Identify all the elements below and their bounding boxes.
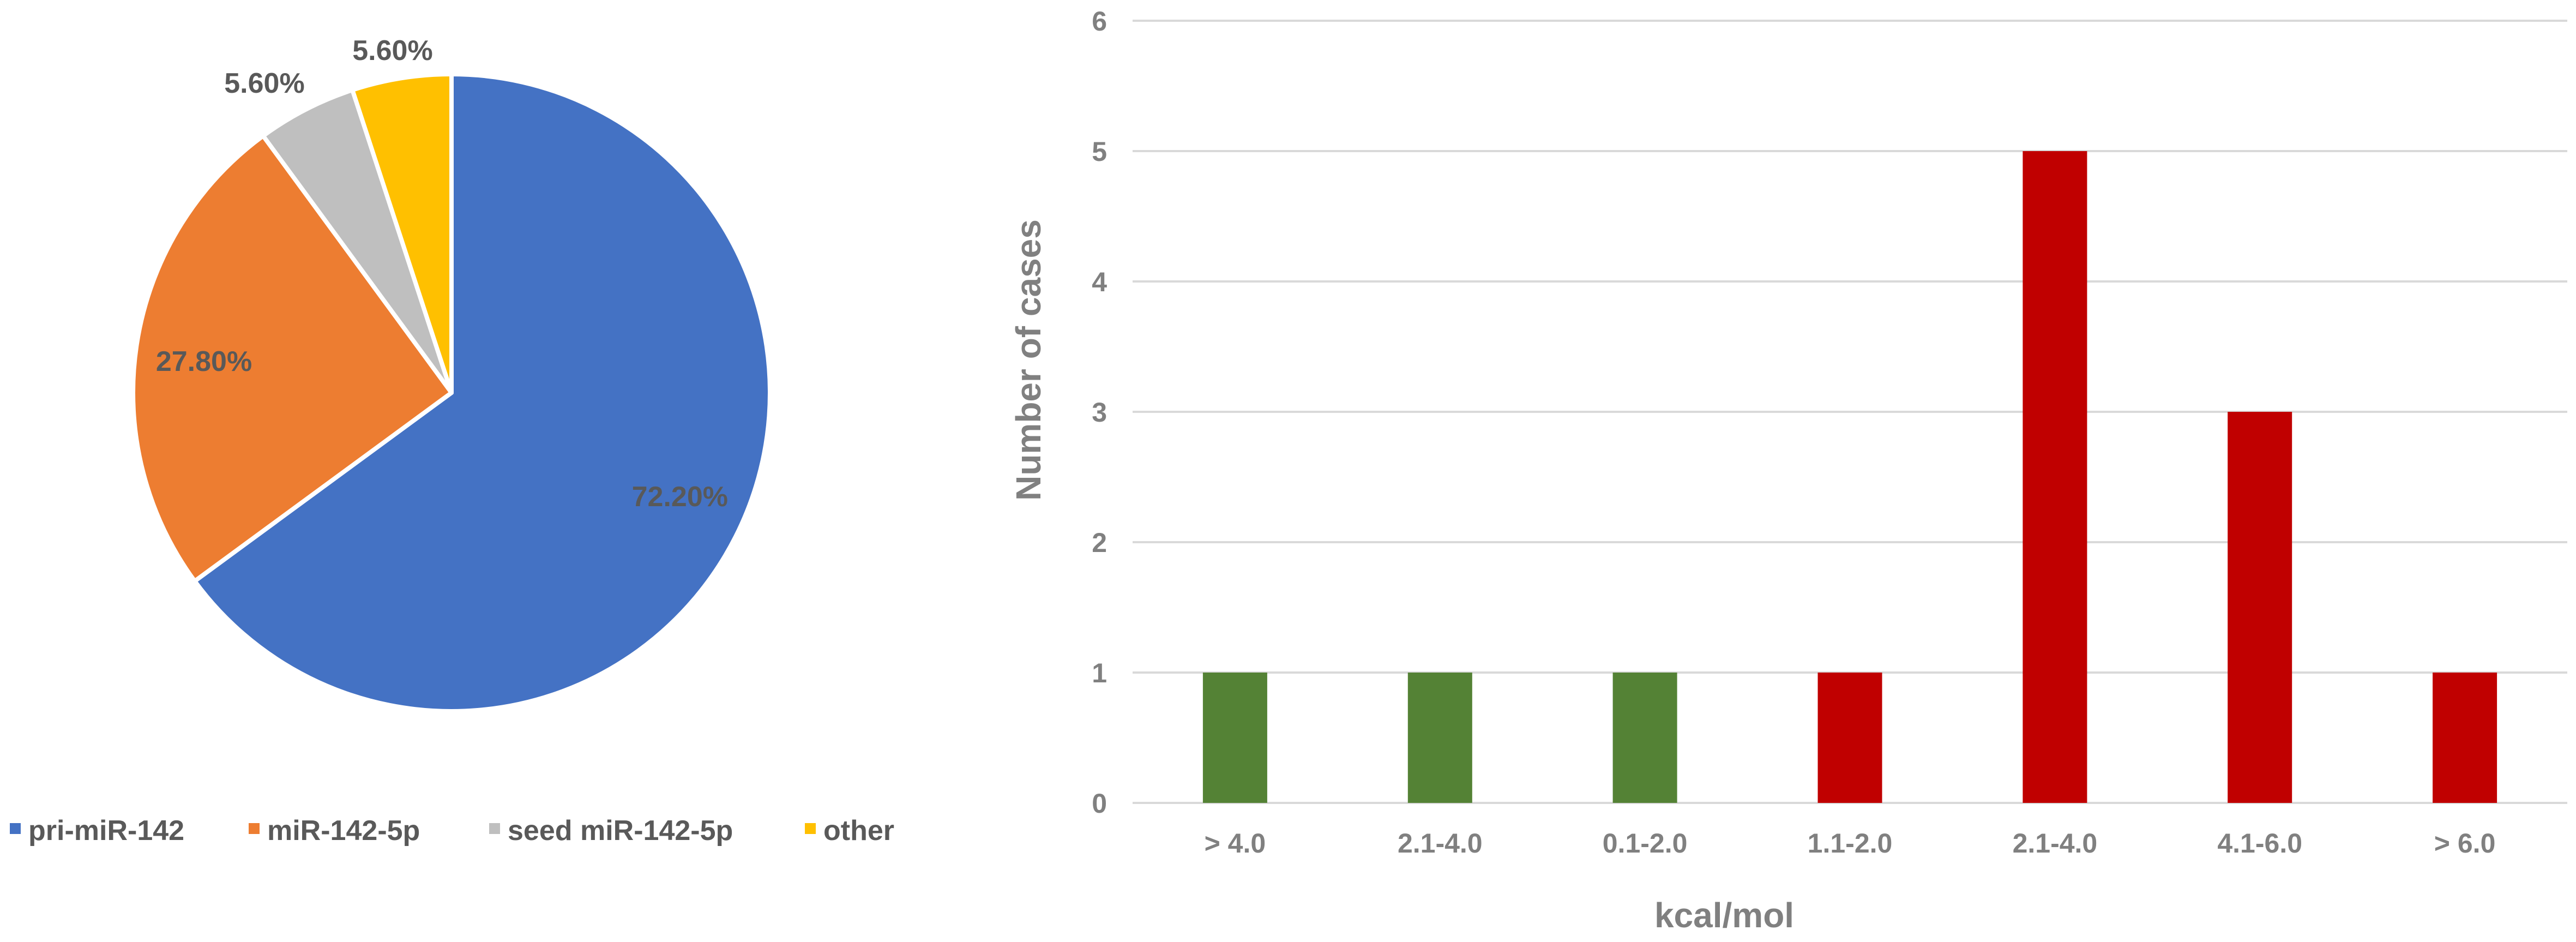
pie-data-label: 72.20% [632,481,728,513]
legend-label: seed miR-142-5p [508,815,733,847]
legend-item: other [805,815,894,847]
x-tick-label: 2.1-4.0 [2013,828,2098,859]
x-tick-label: 4.1-6.0 [2217,828,2302,859]
pie-slice-pri-mir-142 [192,72,772,713]
pie-data-label: 5.60% [352,35,432,67]
legend-swatch [805,823,816,834]
legend-swatch [10,823,21,834]
bar [1202,673,1267,803]
legend-item: seed miR-142-5p [489,815,733,847]
x-tick-label: 0.1-2.0 [1603,828,1688,859]
pie-slice-mir-142-5p [131,134,454,584]
y-tick-label: 6 [1092,6,1107,37]
pie-labels: 72.20% 27.80% 5.60% 5.60% [156,35,728,513]
y-tick-label: 4 [1092,267,1107,297]
y-axis-label: Number of cases [1009,219,1048,501]
pie-legend: pri-miR-142 miR-142-5p seed miR-142-5p othe… [10,815,894,847]
x-tick-label: 1.1-2.0 [1808,828,1893,859]
legend-item: pri-miR-142 [10,815,184,847]
legend-label: other [823,815,894,847]
y-tick-label: 5 [1092,136,1107,167]
legend-item: miR-142-5p [249,815,420,847]
y-tick-label: 0 [1092,788,1107,819]
bar [2433,673,2497,803]
y-tick-label: 1 [1092,658,1107,688]
pie-data-label: 5.60% [224,68,304,99]
bar-gridlines [1133,20,2567,804]
legend-label: pri-miR-142 [28,815,184,847]
bar [2228,412,2292,803]
bar-chart: 0 1 2 3 4 5 6 > 4.0 2.1-4.0 0.1-2.0 1.1-2.0 2.1-4.… [1009,6,2567,935]
bar [1612,673,1677,803]
pie-slice-seed-mir-142-5p [261,88,454,395]
pie-chart: 72.20% 27.80% 5.60% 5.60% pri-miR-142 miR-14… [10,35,894,847]
legend-swatch [249,823,260,834]
y-tick-label: 2 [1092,527,1107,558]
bar [1817,673,1882,803]
x-tick-label: 2.1-4.0 [1398,828,1483,859]
y-tick-label: 3 [1092,397,1107,428]
x-axis-label: kcal/mol [1654,896,1794,935]
legend-label: miR-142-5p [267,815,420,847]
legend-swatch [489,823,500,834]
bar [2023,151,2087,803]
x-tick-label: > 6.0 [2434,828,2496,859]
y-axis-tick-labels: 0 1 2 3 4 5 6 [1092,6,1107,819]
x-tick-label: > 4.0 [1205,828,1266,859]
bar [1407,673,1472,803]
bars [1202,151,2497,803]
pie-slices [131,72,772,713]
x-axis-tick-labels: > 4.0 2.1-4.0 0.1-2.0 1.1-2.0 2.1-4.0 4.1-6.0… [1205,828,2496,859]
pie-slice-other [350,72,454,395]
pie-data-label: 27.80% [156,346,252,377]
